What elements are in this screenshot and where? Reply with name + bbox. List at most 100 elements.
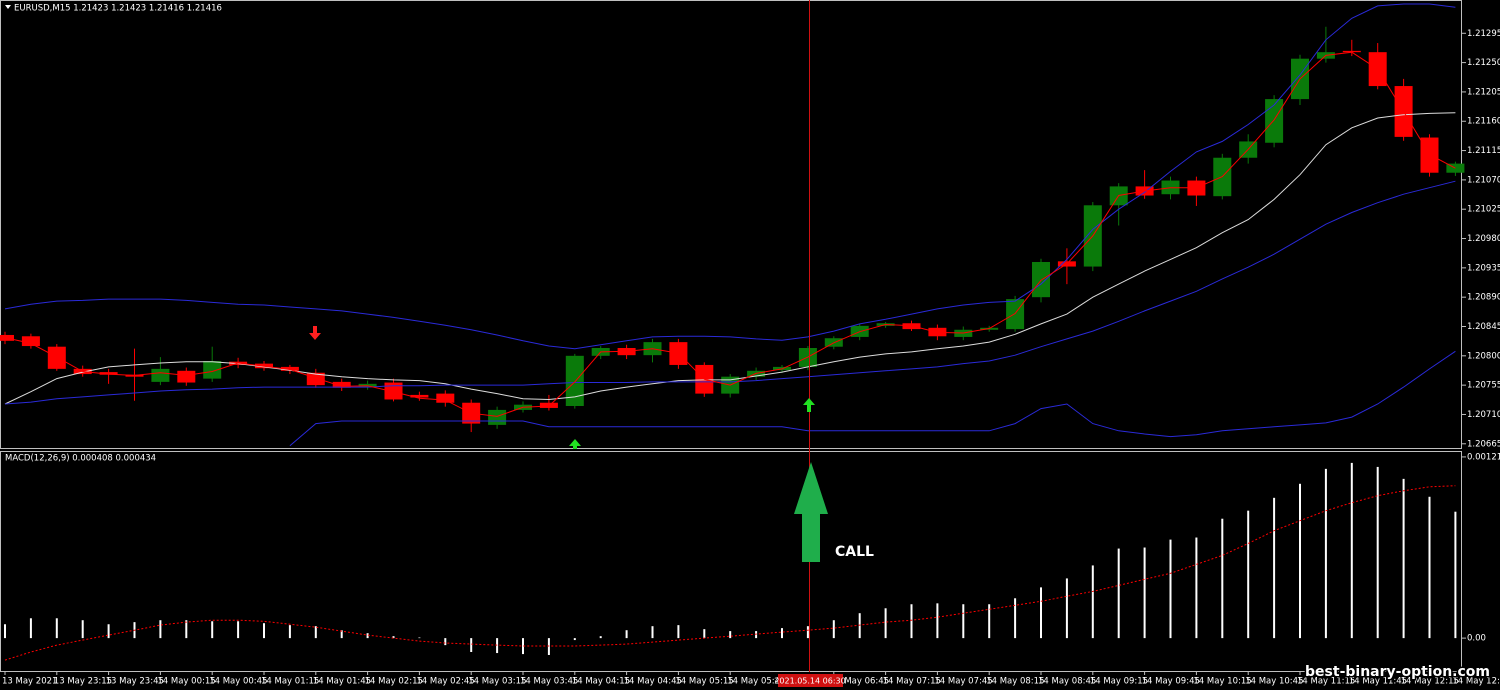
macd-bar xyxy=(1143,547,1146,639)
candle-body xyxy=(1420,137,1439,173)
x-tick-label: 14 May 07:15 xyxy=(883,677,941,687)
candle-body xyxy=(1342,50,1361,53)
macd-bar xyxy=(470,638,473,652)
macd-bar xyxy=(392,636,395,639)
crosshair-label-box xyxy=(778,674,843,687)
x-tick-label: 14 May 02:45 xyxy=(416,677,474,687)
x-tick-label: 14 May 11:15 xyxy=(1297,677,1355,687)
macd-panel-frame xyxy=(0,451,1462,672)
chart-title: EURUSD,M15 1.21423 1.21423 1.21416 1.214… xyxy=(14,4,222,14)
y-tick-label: 1.20845 xyxy=(1467,322,1500,332)
candle-body xyxy=(203,361,222,379)
indicator-line xyxy=(289,350,1456,447)
macd-bar xyxy=(1324,468,1327,639)
macd-bar xyxy=(1454,511,1457,639)
candle-body xyxy=(410,394,429,398)
x-tick-label: 14 May 10:15 xyxy=(1193,677,1251,687)
macd-bar xyxy=(858,613,861,639)
macd-bar xyxy=(185,620,188,639)
y-tick-label: 1.20710 xyxy=(1467,410,1500,420)
macd-bar xyxy=(1247,510,1250,639)
macd-bar xyxy=(1065,578,1068,639)
macd-bar xyxy=(522,638,524,655)
plot-layer: 1.21295 1.21250 1.21205 1.21160 1.21115 1.210… xyxy=(0,3,1500,687)
sell-arrow xyxy=(309,326,321,340)
y-tick-label: 0.00 xyxy=(1467,634,1486,644)
macd-bar xyxy=(806,626,809,639)
macd-bar xyxy=(1299,483,1301,639)
macd-bar xyxy=(781,628,783,639)
candle-body xyxy=(280,366,299,371)
macd-bar xyxy=(910,604,913,639)
macd-bar xyxy=(755,631,758,639)
x-tick-label: 14 May 04:15 xyxy=(572,677,630,687)
crosshair-label: 2021.05.14 06:30 xyxy=(774,677,845,686)
macd-bar xyxy=(81,620,84,639)
macd-bar xyxy=(962,604,965,639)
y-tick-label: 0.001214 xyxy=(1467,452,1500,462)
y-tick-label: 1.21205 xyxy=(1467,87,1500,97)
x-tick-label: 14 May 04:45 xyxy=(624,677,682,687)
candle-body xyxy=(99,372,118,375)
macd-bar xyxy=(366,633,369,639)
indicator-line xyxy=(4,3,1456,350)
macd-bar xyxy=(703,629,706,639)
main-panel-frame xyxy=(0,0,1462,449)
y-tick-label: 1.20980 xyxy=(1467,234,1500,244)
watermark: best-binary-option.com xyxy=(1305,664,1490,680)
x-tick-label: 14 May 00:15 xyxy=(157,677,215,687)
y-tick-label: 1.20800 xyxy=(1467,351,1500,361)
y-tick-label: 1.20755 xyxy=(1467,381,1500,391)
macd-bar xyxy=(1350,462,1353,639)
macd-bar xyxy=(340,630,343,639)
candle-body xyxy=(384,382,403,400)
y-tick-label: 1.20665 xyxy=(1467,439,1500,449)
macd-bar xyxy=(547,638,550,655)
macd-bar xyxy=(1221,518,1224,639)
x-tick-label: 14 May 03:15 xyxy=(468,677,526,687)
y-tick-label: 1.21250 xyxy=(1467,58,1500,68)
macd-bar xyxy=(573,638,576,641)
macd-bar xyxy=(159,620,162,639)
x-tick-label: 13 May 23:45 xyxy=(106,677,164,687)
macd-bar xyxy=(677,625,680,639)
x-tick-label: 14 May 07:45 xyxy=(934,677,992,687)
x-tick-label: 14 May 12:15 xyxy=(1401,677,1459,687)
y-tick-label: 1.21115 xyxy=(1467,146,1500,156)
macd-bar xyxy=(1169,539,1172,639)
macd-bar xyxy=(107,624,110,639)
macd-bar xyxy=(1273,497,1276,639)
buy-arrow xyxy=(569,439,581,449)
candle-body xyxy=(565,355,584,406)
candle-body xyxy=(1006,299,1025,330)
macd-bar xyxy=(1040,587,1042,639)
x-tick-label: 13 May 2021 xyxy=(2,677,57,687)
indicator-line xyxy=(4,112,1456,405)
macd-bar xyxy=(884,608,887,639)
macd-bar xyxy=(936,603,939,639)
x-tick-label: 14 May 12:45 xyxy=(1452,677,1500,687)
candle-body xyxy=(1032,261,1050,298)
buy-arrow xyxy=(803,398,815,412)
macd-bar xyxy=(1402,478,1405,639)
macd-bar xyxy=(1014,598,1017,639)
macd-bar xyxy=(599,636,602,639)
x-tick-label: 14 May 09:15 xyxy=(1090,677,1148,687)
x-tick-label: 14 May 11:45 xyxy=(1349,677,1407,687)
candle-body xyxy=(1265,99,1284,143)
x-tick-label: 14 May 05:45 xyxy=(727,677,785,687)
candle-body xyxy=(21,336,40,347)
indicator-line xyxy=(4,51,1456,417)
macd-bar xyxy=(1195,537,1198,639)
y-tick-label: 1.21070 xyxy=(1467,175,1500,185)
macd-bar xyxy=(651,626,654,639)
x-tick-label: 14 May 09:45 xyxy=(1142,677,1200,687)
y-tick-label: 1.20935 xyxy=(1467,263,1500,273)
x-tick-label: 14 May 02:15 xyxy=(365,677,423,687)
candle-body xyxy=(151,368,170,382)
macd-bar xyxy=(237,621,240,639)
call-arrow xyxy=(794,462,828,562)
